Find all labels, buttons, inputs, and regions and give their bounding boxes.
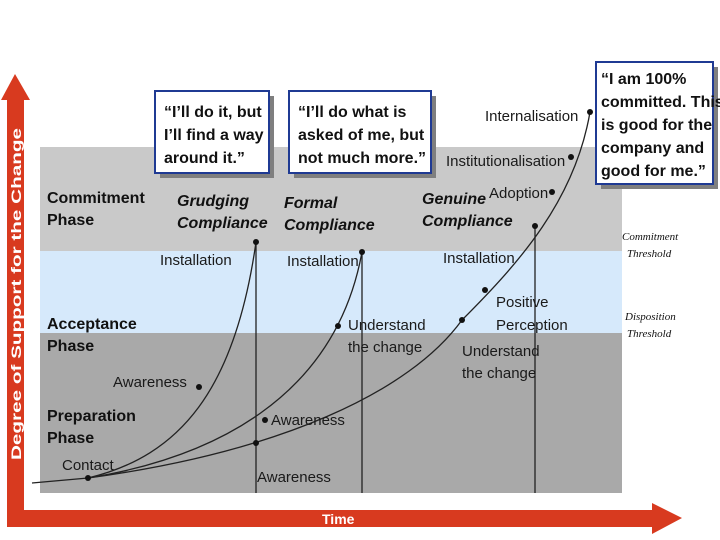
- svg-text:“I’ll do it, but I’ll fi: “I’ll do it, but I’ll find a way around …: [164, 104, 268, 167]
- quote-box-committed: “I am 100% committed. This is good for t…: [595, 61, 720, 189]
- svg-text:“I’ll do what is asked o: “I’ll do what is asked of me, but not mu…: [298, 104, 429, 167]
- preparation-band: [40, 333, 622, 493]
- baseline-curve: [31, 477, 89, 484]
- preparation-phase-label: Preparation Phase: [47, 408, 140, 447]
- vertical-lines: [255, 226, 536, 493]
- acceptance-band: [40, 251, 622, 333]
- x-axis-arrow: [7, 503, 682, 534]
- y-axis-arrow: [1, 74, 30, 518]
- awareness-label-3: Awareness: [257, 469, 331, 486]
- grudging-compliance-label: Grudging Compliance: [177, 193, 268, 232]
- commitment-threshold-label: Commitment Threshold: [622, 231, 681, 260]
- formal-curve: [87, 251, 363, 479]
- installation-label-3: Installation: [443, 250, 515, 267]
- contact-label: Contact: [62, 457, 115, 474]
- positive-perception-label: Positive Perception: [496, 294, 568, 334]
- svg-text:“I am 100% committed. Th: “I am 100% committed. This is good for t…: [601, 71, 720, 180]
- installation-label-2: Installation: [287, 253, 359, 270]
- support-curves: [31, 111, 591, 484]
- formal-compliance-label: Formal Compliance: [284, 195, 375, 234]
- genuine-curve: [87, 111, 591, 479]
- disposition-threshold-label: Disposition Threshold: [624, 311, 678, 340]
- genuine-compliance-label: Genuine Compliance: [422, 191, 513, 230]
- quote-box-formal: “I’ll do what is asked of me, but not mu…: [288, 90, 436, 178]
- installation-label-1: Installation: [160, 252, 232, 269]
- understand-label-1: Understand the change: [348, 317, 430, 356]
- y-axis-label: Degree of Support for the Change: [8, 128, 24, 460]
- grudging-curve: [87, 241, 257, 479]
- quote-box-grudging: “I’ll do it, but I’ll find a way around …: [154, 90, 274, 178]
- understand-label-2: Understand the change: [462, 343, 544, 382]
- acceptance-phase-label: Acceptance Phase: [47, 316, 141, 355]
- internalisation-label: Internalisation: [485, 108, 578, 125]
- x-axis-label: Time: [322, 511, 355, 527]
- awareness-label-2: Awareness: [271, 412, 345, 429]
- awareness-label-1: Awareness: [113, 374, 187, 391]
- curve-points: [85, 109, 593, 481]
- commitment-phase-label: Commitment Phase: [47, 190, 149, 229]
- institutionalisation-label: Institutionalisation: [446, 153, 565, 170]
- adoption-label: Adoption: [489, 185, 548, 202]
